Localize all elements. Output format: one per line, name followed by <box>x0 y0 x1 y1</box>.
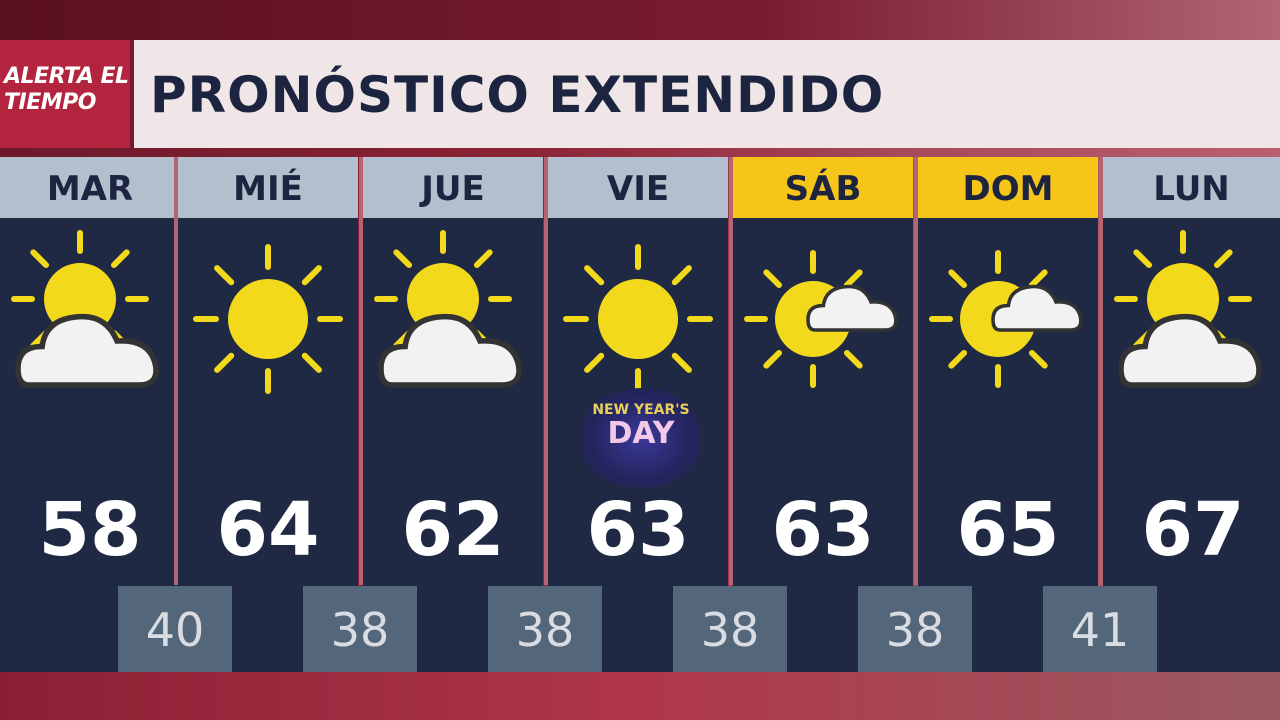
logo-line-1: ALERTA EL <box>4 64 129 89</box>
alerta-el-tiempo-logo: ALERTA EL TIEMPO <box>0 40 130 148</box>
low-temp: 40 <box>118 586 232 672</box>
day-label: LUN <box>1103 157 1280 218</box>
day-label: VIE <box>548 157 728 218</box>
day-label: SÁB <box>733 157 913 218</box>
mostly-sunny-icon <box>744 250 898 388</box>
high-temp: 62 <box>401 487 505 573</box>
day-label: DOM <box>918 157 1098 218</box>
high-temp: 64 <box>216 487 320 573</box>
low-temp: 38 <box>303 586 417 672</box>
low-temp: 38 <box>673 586 787 672</box>
column-divider <box>914 157 918 585</box>
low-temp: 41 <box>1043 586 1157 672</box>
partly-cloudy-icon <box>11 230 159 388</box>
high-temp: 65 <box>956 487 1060 573</box>
mostly-sunny-icon <box>929 250 1083 388</box>
column-divider <box>729 157 733 585</box>
top-strip <box>0 0 1280 40</box>
logo-line-2: TIEMPO <box>4 90 96 115</box>
column-divider <box>174 157 178 585</box>
partly-cloudy-icon <box>1114 230 1262 388</box>
high-temp: 67 <box>1141 487 1245 573</box>
partly-cloudy-icon <box>374 230 522 388</box>
day-label: MIÉ <box>178 157 358 218</box>
new-years-day-badge: NEW YEAR'S DAY <box>582 388 700 488</box>
day-label: MAR <box>0 157 180 218</box>
title-bar: PRONÓSTICO EXTENDIDO <box>134 40 1280 148</box>
sunny-icon <box>193 244 343 394</box>
high-temp: 63 <box>586 487 690 573</box>
column-divider <box>544 157 548 585</box>
column-divider <box>1099 157 1103 585</box>
day-column: DOM 65 <box>918 157 1098 672</box>
badge-line-1: NEW YEAR'S <box>592 402 690 418</box>
low-temp: 38 <box>858 586 972 672</box>
badge-line-2: DAY <box>607 416 675 451</box>
column-divider <box>359 157 363 585</box>
low-temp: 38 <box>488 586 602 672</box>
bottom-strip <box>0 672 1280 720</box>
page-title: PRONÓSTICO EXTENDIDO <box>150 66 885 124</box>
high-temp: 58 <box>38 487 142 573</box>
high-temp: 63 <box>771 487 875 573</box>
sunny-icon <box>563 244 713 394</box>
day-column: MAR 58 <box>0 157 180 672</box>
day-label: JUE <box>363 157 543 218</box>
